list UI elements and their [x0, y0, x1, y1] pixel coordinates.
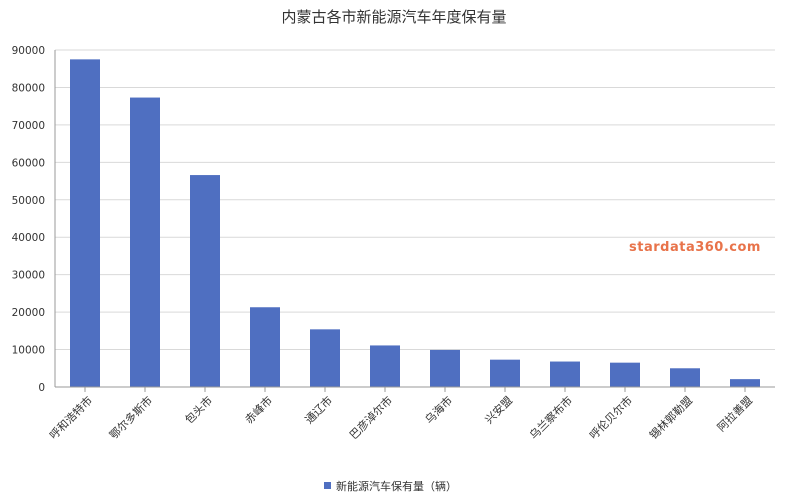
x-tick-label: 呼和浩特市 [46, 393, 95, 442]
bar[interactable] [490, 359, 520, 387]
gridlines [55, 49, 775, 351]
bar[interactable] [310, 329, 340, 387]
legend-label: 新能源汽车保有量（辆） [336, 479, 457, 493]
bar[interactable] [670, 368, 700, 387]
chart-title: 内蒙古各市新能源汽车年度保有量 [281, 8, 506, 26]
x-tick-label: 乌海市 [422, 393, 455, 426]
y-tick-label: 90000 [12, 45, 45, 57]
y-tick-label: 30000 [12, 270, 45, 282]
y-tick-label: 70000 [12, 120, 45, 132]
y-tick-label: 80000 [12, 82, 45, 94]
x-tick-label: 通辽市 [302, 393, 335, 426]
legend[interactable]: 新能源汽车保有量（辆） [324, 479, 457, 493]
x-tick-label: 赤峰市 [242, 393, 275, 426]
y-tick-label: 60000 [12, 157, 45, 169]
bar[interactable] [130, 97, 160, 387]
x-tick-label: 阿拉善盟 [714, 393, 755, 434]
x-tick-label: 包头市 [182, 393, 215, 426]
y-tick-label: 10000 [12, 345, 45, 357]
legend-swatch [324, 482, 331, 489]
y-tick-label: 20000 [12, 307, 45, 319]
bar-series [70, 59, 760, 387]
bar[interactable] [730, 379, 760, 387]
bar[interactable] [70, 59, 100, 387]
watermark: stardata360.com [629, 240, 761, 255]
x-axis: 呼和浩特市 鄂尔多斯市 包头市 赤峰市 通辽市 巴彦淖尔市 乌海市 兴安盟 乌兰察布市 呼伦贝尔市… [46, 386, 775, 442]
bar[interactable] [370, 345, 400, 387]
x-tick-label: 呼伦贝尔市 [586, 393, 635, 442]
y-tick-label: 50000 [12, 195, 45, 207]
x-tick-label: 鄂尔多斯市 [106, 393, 155, 442]
x-tick-label: 锡林郭勒盟 [646, 393, 695, 442]
bar[interactable] [550, 361, 580, 387]
y-tick-label: 40000 [12, 232, 45, 244]
bar[interactable] [250, 307, 280, 387]
x-tick-label: 巴彦淖尔市 [346, 393, 395, 442]
x-tick-label: 乌兰察布市 [526, 393, 575, 442]
bar[interactable] [190, 175, 220, 387]
bar[interactable] [610, 362, 640, 387]
y-tick-label: 0 [38, 382, 45, 394]
bar[interactable] [430, 349, 460, 387]
y-axis: 0 10000 20000 30000 40000 50000 60000 70000 8000… [12, 45, 56, 394]
x-tick-label: 兴安盟 [482, 393, 515, 426]
